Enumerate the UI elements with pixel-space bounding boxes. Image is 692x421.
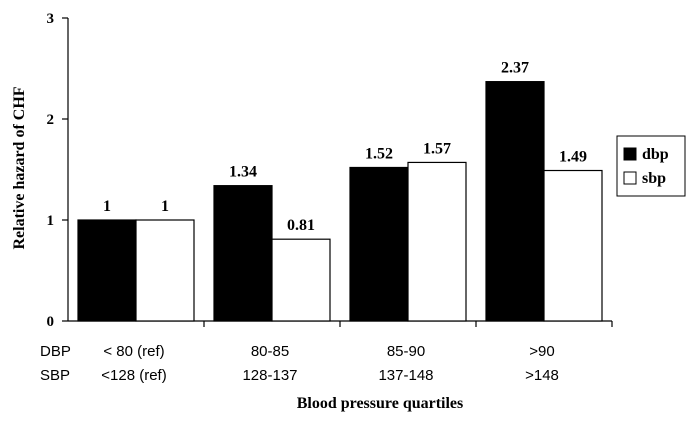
bar-dbp-3 [485, 81, 545, 322]
data-label-sbp-0: 1 [161, 198, 169, 215]
bar-sbp-0 [135, 219, 195, 322]
bar-sbp-2 [407, 161, 467, 322]
y-tick-label-2: 2 [47, 112, 55, 128]
data-label-dbp-1: 1.34 [229, 164, 257, 181]
data-label-dbp-0: 1 [103, 198, 111, 215]
x-tick-label-dbp-0: < 80 (ref) [103, 343, 164, 360]
x-tick-label-dbp-1: 80-85 [251, 343, 289, 360]
y-axis-title: Relative hazard of CHF [11, 86, 28, 249]
row-label-sbp: SBP [40, 367, 70, 384]
x-axis-title: Blood pressure quartiles [297, 395, 464, 412]
legend-swatch-sbp [623, 171, 637, 185]
x-tick-label-sbp-2: 137-148 [378, 367, 433, 384]
bar-dbp-0 [77, 219, 137, 322]
data-label-sbp-2: 1.57 [423, 140, 451, 157]
y-tick-label-3: 3 [47, 11, 55, 27]
data-label-sbp-1: 0.81 [287, 217, 315, 234]
bars [77, 81, 603, 322]
x-tick-label-dbp-3: >90 [529, 343, 554, 360]
legend-swatch-dbp [623, 147, 637, 161]
bar-sbp-3 [543, 169, 603, 322]
bar-labels: 1 1 1.34 0.81 1.52 1.57 2.37 1.49 [103, 60, 587, 235]
bar-dbp-2 [349, 166, 409, 322]
x-tick-label-dbp-2: 85-90 [387, 343, 425, 360]
x-tick-label-sbp-1: 128-137 [242, 367, 297, 384]
y-tick-label-1: 1 [47, 213, 55, 229]
legend-label-sbp: sbp [642, 170, 666, 187]
data-label-dbp-3: 2.37 [501, 60, 529, 77]
data-label-dbp-2: 1.52 [365, 145, 393, 162]
bar-sbp-1 [271, 238, 331, 322]
x-tick-labels: < 80 (ref) <128 (ref) 80-85 128-137 85-90 137… [101, 343, 559, 384]
data-label-sbp-3: 1.49 [559, 149, 587, 166]
legend-label-dbp: dbp [642, 146, 669, 163]
legend: dbp sbp [616, 135, 686, 197]
legend-box [616, 135, 686, 197]
x-tick-label-sbp-3: >148 [525, 367, 559, 384]
y-tick-label-0: 0 [47, 314, 55, 330]
row-label-dbp: DBP [40, 343, 71, 360]
x-tick-label-sbp-0: <128 (ref) [101, 367, 166, 384]
bar-dbp-1 [213, 185, 273, 322]
